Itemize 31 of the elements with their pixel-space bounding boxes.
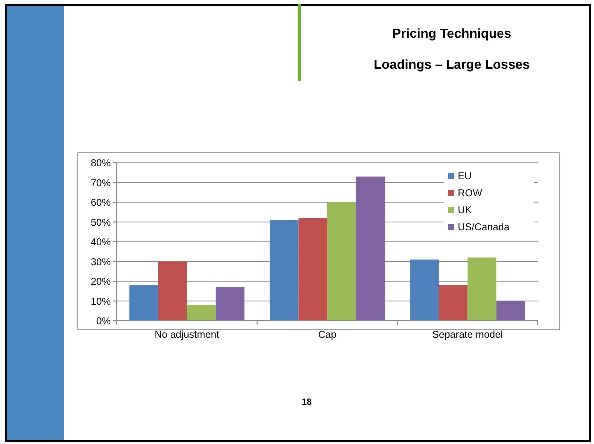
- bar: [158, 262, 188, 321]
- bar: [439, 285, 468, 321]
- bar: [468, 258, 497, 321]
- x-tick-label: No adjustment: [154, 330, 220, 341]
- y-tick-label: 40%: [90, 238, 112, 248]
- y-tick-label: 60%: [90, 198, 112, 209]
- y-tick-label: 50%: [90, 218, 112, 229]
- x-tick-label: Cap: [318, 330, 338, 341]
- bar: [410, 260, 440, 321]
- y-tick-label: 10%: [90, 296, 112, 308]
- bar: [270, 220, 299, 321]
- legend-label: EU: [458, 172, 472, 182]
- y-tick-label: 0%: [96, 316, 112, 328]
- chart-subtitle: Loadings – Large Losses: [374, 57, 530, 72]
- bar: [216, 287, 245, 321]
- legend-label: ROW: [458, 188, 483, 200]
- bar: [298, 218, 328, 321]
- y-tick-label: 70%: [90, 178, 112, 190]
- legend-label: UK: [458, 206, 472, 216]
- bar: [130, 285, 158, 321]
- y-tick-label: 20%: [90, 277, 112, 288]
- bar: [356, 176, 386, 321]
- x-tick-label: Separate model: [432, 330, 504, 341]
- bar: [187, 305, 216, 321]
- bar: [496, 301, 526, 321]
- chart-title: Pricing Techniques: [392, 26, 512, 41]
- legend-label: US/Canada: [458, 222, 510, 234]
- bar: [328, 202, 356, 321]
- text: 18: [302, 397, 312, 407]
- y-tick-label: 80%: [90, 158, 112, 170]
- y-tick-label: 30%: [90, 257, 112, 268]
